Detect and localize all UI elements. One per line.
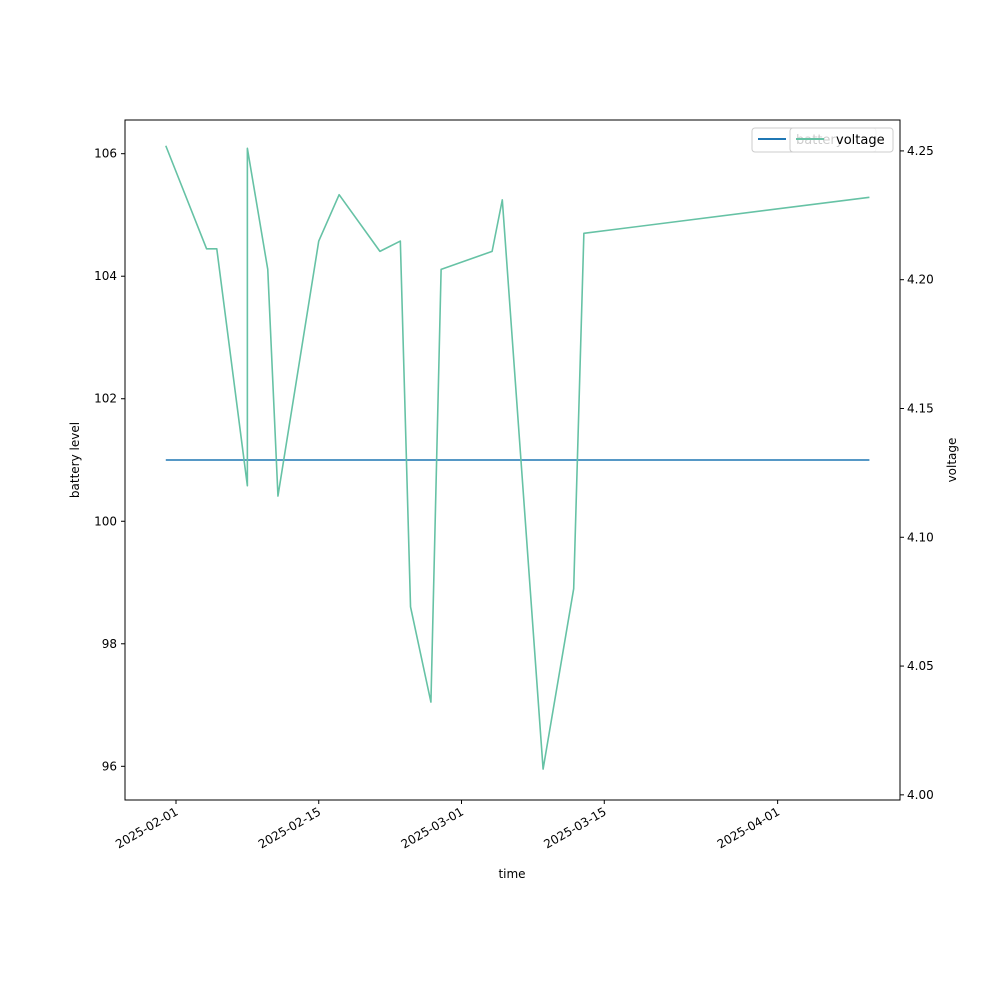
left-y-tick-label: 100 bbox=[94, 514, 117, 528]
right-y-tick-label: 4.00 bbox=[907, 788, 934, 802]
left-y-tick-label: 106 bbox=[94, 147, 117, 161]
legend-voltage-label: voltage bbox=[836, 133, 885, 148]
series-line-voltage bbox=[165, 145, 870, 770]
series-layer bbox=[165, 145, 870, 770]
left-y-tick-label: 104 bbox=[94, 269, 117, 283]
left-y-axis-label: battery level bbox=[68, 422, 82, 498]
right-y-axis: 4.00 4.05 4.10 4.15 4.20 4.25 bbox=[900, 144, 934, 802]
right-y-tick-label: 4.10 bbox=[907, 530, 934, 544]
left-y-tick-label: 102 bbox=[94, 392, 117, 406]
left-y-tick-label: 98 bbox=[102, 637, 117, 651]
right-y-axis-label: voltage bbox=[945, 438, 959, 483]
right-y-tick-label: 4.25 bbox=[907, 144, 934, 158]
plot-frame bbox=[124, 119, 901, 801]
left-y-tick-label: 96 bbox=[102, 759, 117, 773]
x-axis-label: time bbox=[498, 867, 525, 881]
left-y-axis: 96 98 100 102 104 106 bbox=[94, 147, 125, 773]
right-y-tick-label: 4.05 bbox=[907, 659, 934, 673]
legend-voltage-box bbox=[789, 127, 894, 153]
right-y-tick-label: 4.15 bbox=[907, 401, 934, 415]
legend-voltage: voltage bbox=[789, 127, 894, 153]
right-y-tick-label: 4.20 bbox=[907, 273, 934, 287]
